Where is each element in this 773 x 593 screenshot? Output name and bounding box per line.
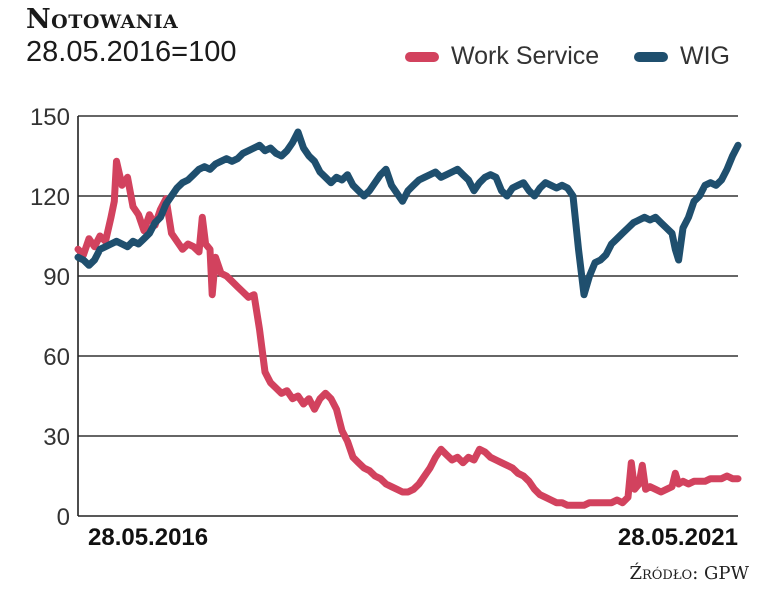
legend-item-wig: WIG	[634, 42, 730, 71]
y-tick-label: 60	[43, 344, 70, 371]
chart-subtitle: 28.05.2016=100	[26, 36, 237, 68]
series-line-wig	[74, 128, 742, 299]
legend-label-wig: WIG	[680, 42, 730, 70]
y-tick-label: 0	[57, 504, 70, 531]
y-tick-label: 120	[30, 184, 70, 211]
legend-swatch-work-service	[405, 51, 439, 62]
x-tick-label-start: 28.05.2016	[88, 524, 208, 551]
source-note: Źródło: GPW	[629, 563, 749, 584]
legend-swatch-wig	[634, 51, 668, 62]
series-line-work-service	[74, 157, 742, 509]
y-tick-label: 150	[30, 104, 70, 131]
y-tick-label: 90	[43, 264, 70, 291]
legend-label-work-service: Work Service	[451, 42, 600, 70]
legend-item-work-service: Work Service	[405, 42, 599, 71]
chart-title: Notowania	[26, 4, 179, 35]
x-tick-label-end: 28.05.2021	[618, 524, 738, 551]
y-tick-label: 30	[43, 424, 70, 451]
